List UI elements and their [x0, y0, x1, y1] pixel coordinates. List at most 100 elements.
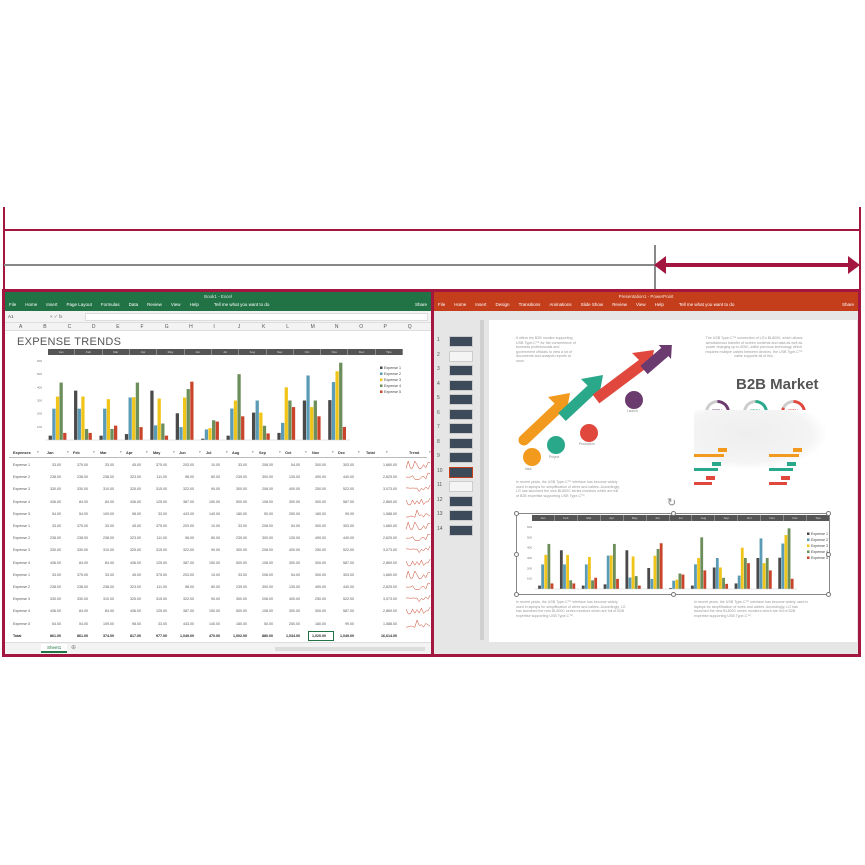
table-cell[interactable]: 300.00: [289, 560, 300, 565]
table-cell[interactable]: 84.00: [105, 499, 114, 504]
table-cell[interactable]: 330.00: [77, 548, 88, 553]
table-cell[interactable]: 490.00: [315, 475, 326, 480]
filter-dropdown-icon[interactable]: ▾: [226, 450, 228, 454]
filter-dropdown-icon[interactable]: ▾: [305, 450, 307, 454]
table-cell[interactable]: 440.00: [343, 585, 354, 589]
table-cell[interactable]: 387.00: [183, 609, 194, 614]
table-cell[interactable]: 238.00: [50, 536, 61, 541]
table-cell[interactable]: 180.00: [236, 511, 247, 516]
table-cell[interactable]: 300.00: [262, 585, 273, 589]
table-cell[interactable]: 54.00: [52, 511, 61, 516]
excel-expense-chart[interactable]: 100 200 300 400 500 600 Expense 1 Expense 2 Expe…: [5, 355, 434, 448]
table-cell[interactable]: 250.00: [289, 511, 300, 516]
table-cell[interactable]: Expense 2: [13, 475, 30, 480]
table-cell[interactable]: 315.00: [156, 487, 167, 492]
column-header-J[interactable]: J: [237, 324, 241, 330]
table-cell[interactable]: 16,614.00: [381, 633, 397, 638]
table-cell[interactable]: 33.00: [158, 511, 167, 516]
table-cell[interactable]: 238.00: [50, 585, 61, 589]
resize-handle[interactable]: [826, 511, 831, 516]
table-cell[interactable]: 98.00: [185, 536, 194, 541]
table-cell[interactable]: 436.00: [130, 499, 141, 504]
table-cell[interactable]: 500.00: [236, 609, 247, 614]
table-cell[interactable]: Expense 1: [13, 524, 30, 528]
table-cell[interactable]: 125.00: [156, 609, 167, 614]
table-cell[interactable]: 84.00: [105, 560, 114, 565]
table-cell[interactable]: Expense 2: [13, 536, 30, 541]
table-cell[interactable]: 203.00: [183, 524, 194, 528]
table-cell[interactable]: 125.00: [156, 499, 167, 504]
table-cell[interactable]: 2,625.00: [383, 475, 397, 480]
table-cell[interactable]: 238.00: [50, 475, 61, 480]
table-cell[interactable]: 880.00: [262, 633, 273, 638]
table-cell[interactable]: 375.00: [156, 463, 167, 467]
ribbon-tab-view[interactable]: View: [635, 302, 646, 307]
table-cell[interactable]: 3,073.00: [383, 597, 397, 602]
table-cell[interactable]: 861.00: [77, 633, 88, 638]
table-cell[interactable]: 303.00: [343, 524, 354, 528]
table-cell[interactable]: 587.00: [343, 499, 354, 504]
slide-thumbnail[interactable]: [449, 365, 473, 376]
table-cell[interactable]: 33.00: [105, 524, 114, 528]
table-cell[interactable]: 54.00: [291, 572, 300, 577]
tell-me-search[interactable]: Tell me what you want to do: [678, 302, 735, 307]
table-cell[interactable]: 250.00: [289, 621, 300, 626]
table-cell[interactable]: 111.00: [156, 475, 167, 480]
table-cell[interactable]: 330.00: [50, 487, 61, 492]
table-cell[interactable]: 108.00: [262, 609, 273, 614]
table-cell[interactable]: 130.00: [289, 536, 300, 541]
table-cell[interactable]: 315.00: [156, 597, 167, 602]
table-cell[interactable]: 330.00: [77, 597, 88, 602]
slide-expense-chart[interactable]: 100 200 300 400 500 600 Expense 1 Expense 2 Expe…: [517, 521, 829, 594]
column-header-C[interactable]: C: [67, 324, 72, 330]
table-cell[interactable]: 238.00: [103, 536, 114, 541]
table-cell[interactable]: 130.00: [289, 475, 300, 480]
table-cell[interactable]: 10.00: [211, 524, 220, 528]
slide-thumbnail[interactable]: [449, 481, 473, 492]
column-header-B[interactable]: B: [43, 324, 47, 330]
table-cell[interactable]: 180.00: [315, 511, 326, 516]
table-cell[interactable]: 238.00: [103, 585, 114, 589]
table-cell[interactable]: 33.00: [238, 463, 247, 467]
slide-thumbnail[interactable]: [449, 379, 473, 391]
column-header-N[interactable]: N: [334, 324, 339, 330]
slide-thumbnail[interactable]: [449, 524, 473, 536]
table-cell[interactable]: 400.00: [289, 487, 300, 492]
table-cell[interactable]: Expense 3: [13, 487, 30, 492]
table-cell[interactable]: 239.00: [236, 585, 247, 589]
table-cell[interactable]: 50.00: [264, 621, 273, 626]
chart-selection[interactable]: Jan Feb Mar Apr May Jun Jul Aug Sep Oct Nov Dec Tips…: [514, 511, 831, 597]
table-cell[interactable]: 323.00: [130, 585, 141, 589]
table-cell[interactable]: 436.00: [130, 609, 141, 614]
ribbon-tab-insert[interactable]: Insert: [475, 302, 487, 307]
ribbon-tab-review[interactable]: Review: [612, 302, 627, 307]
selected-cell[interactable]: [308, 630, 334, 641]
table-cell[interactable]: 33.00: [238, 524, 247, 528]
table-cell[interactable]: 109.00: [103, 511, 114, 516]
table-cell[interactable]: 80.00: [211, 585, 220, 589]
table-cell[interactable]: 325.00: [130, 597, 141, 602]
table-cell[interactable]: 130.00: [289, 585, 300, 589]
table-cell[interactable]: 1,049.00: [180, 633, 194, 638]
table-cell[interactable]: 208.00: [262, 487, 273, 492]
table-cell[interactable]: 45.00: [132, 524, 141, 528]
table-cell[interactable]: 2,625.00: [383, 585, 397, 589]
ribbon-tab-design[interactable]: Design: [495, 302, 510, 307]
table-cell[interactable]: Expense 3: [13, 548, 30, 553]
column-header-aug[interactable]: Aug: [232, 451, 240, 455]
table-cell[interactable]: 45.00: [132, 572, 141, 577]
ribbon-tab-transitions[interactable]: Transitions: [518, 302, 541, 307]
filter-dropdown-icon[interactable]: ▾: [93, 450, 95, 454]
table-cell[interactable]: 300.00: [236, 548, 247, 553]
thumbnail-scrollbar[interactable]: [480, 320, 484, 640]
table-cell[interactable]: 3,073.00: [383, 548, 397, 553]
table-cell[interactable]: 387.00: [183, 499, 194, 504]
ribbon-tab-file[interactable]: File: [9, 302, 17, 307]
table-cell[interactable]: Expense 4: [13, 560, 30, 565]
table-cell[interactable]: 80.00: [211, 475, 220, 480]
column-header-M[interactable]: M: [310, 324, 315, 330]
filter-dropdown-icon[interactable]: ▾: [146, 450, 148, 454]
table-cell[interactable]: 374.00: [103, 633, 114, 638]
ribbon-tab-page-layout[interactable]: Page Layout: [66, 302, 92, 307]
table-cell[interactable]: Expense 5: [13, 511, 30, 516]
